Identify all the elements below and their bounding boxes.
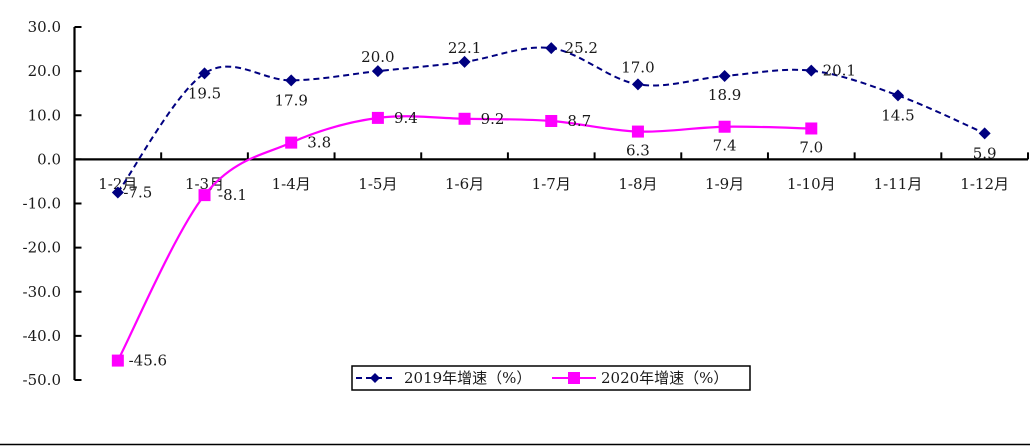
x-category-label: 1-10月 [787,175,836,193]
data-label: 22.1 [448,39,481,57]
y-tick-label: -10.0 [23,195,61,213]
y-tick-label: -20.0 [23,239,61,257]
x-category-label: 1-3月 [185,175,224,193]
legend: 2019年增速（%） 2020年增速（%） [351,365,751,391]
legend-box [351,365,751,391]
square-marker [198,189,211,202]
data-label: 25.2 [565,39,598,57]
x-category-label: 1-7月 [532,175,571,193]
y-tick-label: -40.0 [23,327,61,345]
square-marker [371,111,384,124]
data-label: 8.7 [567,112,591,130]
x-category-label: 1-2月 [98,175,137,193]
y-axis: 30.0 20.0 10.0 0.0 -10.0 -20.0 -30.0 -40.0 -50.0 [23,18,82,389]
y-tick-label: 30.0 [28,18,61,36]
data-label: -8.1 [218,186,247,204]
data-label: 17.9 [275,91,308,109]
diamond-marker [631,78,644,91]
square-marker [285,136,298,149]
square-marker [718,120,731,133]
legend-label-2020: 2020年增速（%） [601,369,728,387]
y-tick-label: 10.0 [28,106,61,124]
data-label: 20.0 [361,48,394,66]
legend-label-2019: 2019年增速（%） [404,369,531,387]
diamond-marker [458,55,471,68]
series-2019 [111,42,991,199]
y-tick-label: 20.0 [28,62,61,80]
legend-diamond-icon [370,373,380,383]
data-label: 17.0 [621,58,654,76]
data-label: 14.5 [881,106,914,124]
data-label: 18.9 [708,86,741,104]
x-category-label: 1-9月 [705,175,744,193]
square-marker [458,112,471,125]
data-label: 3.8 [307,134,331,152]
data-label: 20.1 [823,62,856,80]
data-label: -7.5 [123,183,152,201]
square-marker [545,114,558,127]
diamond-marker [285,74,298,87]
x-category-label: 1-4月 [272,175,311,193]
square-marker [631,125,644,138]
y-tick-label: 0.0 [37,150,61,168]
data-label: 5.9 [973,144,997,162]
data-label: 6.3 [626,142,650,160]
x-category-label: 1-8月 [618,175,657,193]
y-tick-label: -50.0 [23,371,61,389]
diamond-marker [111,186,124,199]
data-label: 7.4 [713,137,737,155]
square-marker [805,122,818,135]
diamond-marker [545,42,558,55]
x-category-label: 1-6月 [445,175,484,193]
x-category-label: 1-12月 [960,175,1009,193]
diamond-marker [978,127,991,140]
square-marker [111,354,124,367]
data-label: 19.5 [188,84,221,102]
y-tick-label: -30.0 [23,283,61,301]
data-label: 7.0 [799,138,823,156]
data-label: 9.2 [481,110,505,128]
data-labels: -7.5 19.5 17.9 20.0 22.1 25.2 17.0 18.9 20.1 14.5… [123,39,996,370]
diamond-marker [805,64,818,77]
legend-square-icon [568,372,580,384]
data-label: -45.6 [129,352,167,370]
series-2020 [111,111,818,367]
data-label: 9.4 [394,109,418,127]
diamond-marker [891,89,904,102]
diamond-marker [198,67,211,80]
x-axis: 1-2月 1-3月 1-4月 1-5月 1-6月 1-7月 1-8月 1-9月 1-10月 1-1… [74,152,1029,193]
diamond-marker [371,65,384,78]
series-layer [111,42,991,367]
diamond-marker [718,69,731,82]
x-category-label: 1-11月 [874,175,923,193]
x-category-label: 1-5月 [358,175,397,193]
